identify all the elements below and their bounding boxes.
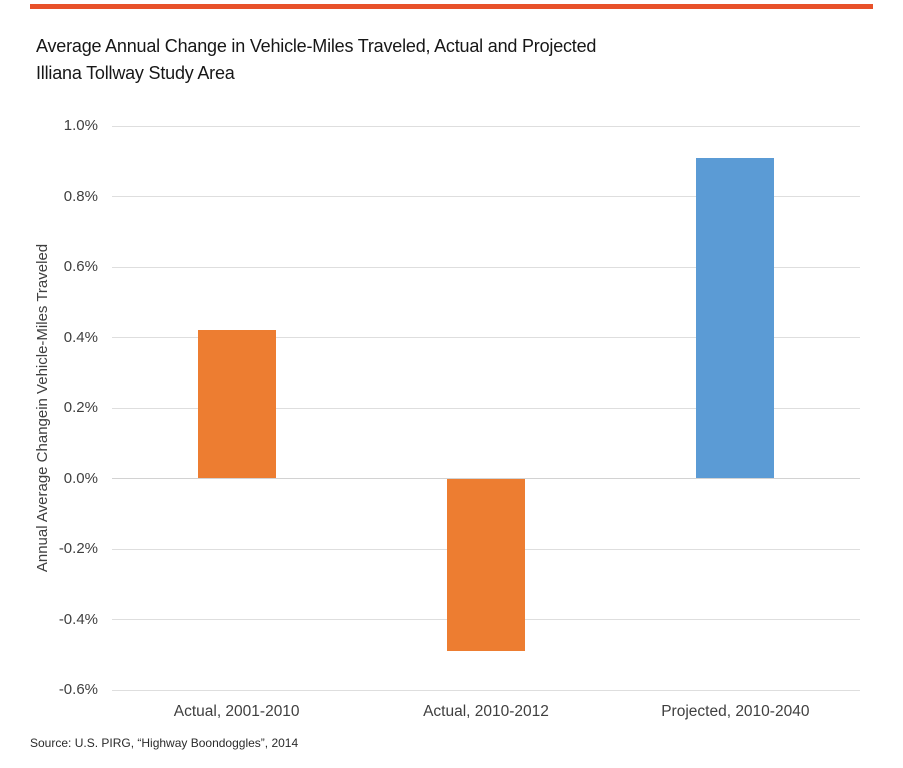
- accent-top-rule: [30, 4, 873, 9]
- y-tick-label: 0.8%: [63, 187, 98, 205]
- gridline: [112, 196, 860, 197]
- plot-area: [112, 125, 860, 691]
- y-tick-label: 1.0%: [63, 117, 98, 134]
- gridline: [112, 407, 860, 409]
- bar-3: [696, 157, 775, 479]
- y-tick-label: 0.2%: [63, 399, 98, 416]
- gridline: [112, 689, 860, 691]
- y-tick-label: -0.6%: [58, 681, 98, 698]
- y-tick-label: -0.2%: [58, 540, 98, 557]
- chart-title: Average Annual Change in Vehicle-Miles T…: [36, 33, 756, 87]
- y-tick-label: -0.4%: [58, 610, 98, 628]
- y-tick-label: 0.6%: [63, 258, 98, 275]
- source-attribution: Source: U.S. PIRG, “Highway Boondoggles”…: [30, 736, 299, 750]
- gridline: [112, 125, 860, 127]
- x-category-label: Actual, 2001-2010: [173, 703, 300, 720]
- bar-2: [447, 478, 525, 652]
- y-tick-label: 0.4%: [63, 328, 98, 346]
- gridline: [112, 337, 860, 338]
- chart-title-line1: Average Annual Change in Vehicle-Miles T…: [36, 36, 597, 56]
- y-tick-label: 0.0%: [63, 469, 98, 487]
- bar-1: [197, 330, 276, 479]
- gridline: [112, 266, 860, 268]
- x-category-label: Actual, 2010-2012: [423, 703, 549, 720]
- chart-title-line2: Illiana Tollway Study Area: [36, 63, 235, 83]
- x-category-label: Projected, 2010-2040: [661, 703, 810, 720]
